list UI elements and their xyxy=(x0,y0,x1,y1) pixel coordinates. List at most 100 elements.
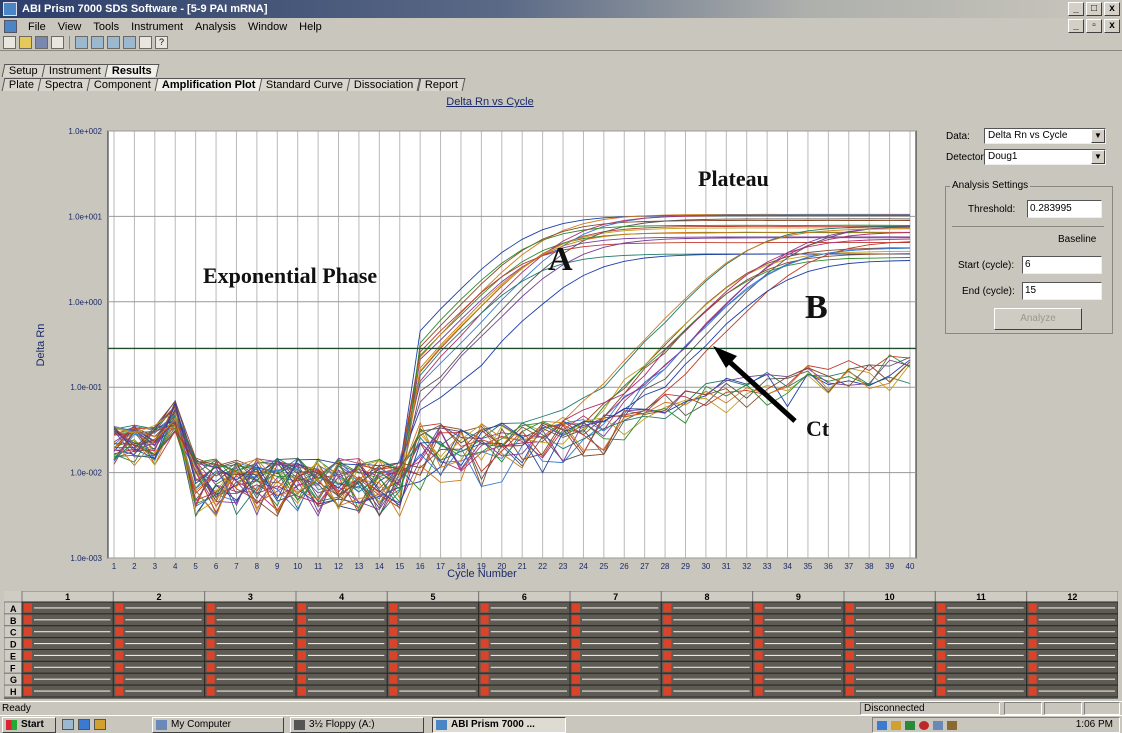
taskbar-my-computer[interactable]: My Computer xyxy=(152,717,284,733)
start-cycle-input[interactable]: 6 xyxy=(1022,256,1102,274)
well-marker xyxy=(115,662,124,672)
network-icon[interactable] xyxy=(877,721,887,730)
x-tick-label: 5 xyxy=(193,562,198,571)
new-icon[interactable] xyxy=(3,36,16,49)
tab-standard-curve[interactable]: Standard Curve xyxy=(258,78,351,91)
plot-title: Delta Rn vs Cycle xyxy=(446,96,534,108)
chart-icon[interactable] xyxy=(91,36,104,49)
well-marker xyxy=(937,662,946,672)
app-icon xyxy=(436,720,447,730)
taskbar-floppy[interactable]: 3½ Floppy (A:) xyxy=(290,717,424,733)
well-marker xyxy=(298,627,306,637)
taskbar: Start My Computer 3½ Floppy (A:) ABI Pri… xyxy=(0,715,1122,733)
window-controls: _ □ x xyxy=(1068,2,1120,16)
annotation-ct: Ct xyxy=(806,416,830,441)
browser-icon[interactable] xyxy=(78,719,90,730)
explorer-icon[interactable] xyxy=(94,719,106,730)
threshold-input[interactable]: 0.283995 xyxy=(1027,200,1102,218)
start-cycle-label: Start (cycle): xyxy=(958,260,1015,271)
amplification-plot[interactable]: 1.0e-003 1.0e-002 1.0e-001 1.0e+000 1.0e+001… xyxy=(0,108,935,583)
chevron-down-icon[interactable]: ▼ xyxy=(1091,129,1105,143)
table-icon[interactable] xyxy=(107,36,120,49)
show-desktop-icon[interactable] xyxy=(62,719,74,730)
tab-dissociation[interactable]: Dissociation xyxy=(347,78,422,91)
tab-spectra[interactable]: Spectra xyxy=(37,78,91,91)
well-marker xyxy=(937,686,946,696)
well-marker xyxy=(389,651,398,660)
tab-component[interactable]: Component xyxy=(86,78,159,91)
taskbar-abi-prism[interactable]: ABI Prism 7000 ... xyxy=(432,717,566,733)
detector-select-value: Doug1 xyxy=(988,151,1018,162)
tab-report[interactable]: Report xyxy=(417,78,466,91)
play-icon[interactable] xyxy=(123,36,136,49)
detector-select[interactable]: Doug1 ▼ xyxy=(984,149,1106,165)
x-tick-label: 30 xyxy=(701,562,710,571)
sync-icon[interactable] xyxy=(933,721,943,730)
maximize-button[interactable]: □ xyxy=(1086,2,1102,16)
save-icon[interactable] xyxy=(35,36,48,49)
well-marker xyxy=(480,662,489,672)
plot-area xyxy=(107,130,917,559)
menu-instrument[interactable]: Instrument xyxy=(131,20,184,33)
status-connection: Disconnected xyxy=(860,702,1000,715)
stop-icon[interactable] xyxy=(139,36,152,49)
app-icon[interactable] xyxy=(3,2,17,16)
x-tick-label: 27 xyxy=(640,562,649,571)
doc-close-button[interactable]: x xyxy=(1104,19,1120,33)
well-marker xyxy=(846,651,854,660)
menu-view[interactable]: View xyxy=(57,20,82,33)
menu-file[interactable]: File xyxy=(28,20,46,33)
data-select[interactable]: Delta Rn vs Cycle ▼ xyxy=(984,128,1106,144)
well-marker xyxy=(298,615,306,625)
annotation-b: B xyxy=(805,289,828,326)
antivirus-icon[interactable] xyxy=(919,721,929,730)
x-tick-label: 38 xyxy=(865,562,874,571)
well-marker xyxy=(206,615,215,625)
open-icon[interactable] xyxy=(19,36,32,49)
tab-amplification-plot[interactable]: Amplification Plot xyxy=(154,78,263,91)
well-marker xyxy=(1028,639,1037,648)
tab-results[interactable]: Results xyxy=(104,64,159,77)
x-tick-label: 34 xyxy=(783,562,792,571)
well-marker xyxy=(115,639,124,648)
close-button[interactable]: x xyxy=(1104,2,1120,16)
menu-analysis[interactable]: Analysis xyxy=(195,20,237,33)
tab-plate[interactable]: Plate xyxy=(1,78,42,91)
menu-tools[interactable]: Tools xyxy=(93,20,120,33)
plate-column-label: 3 xyxy=(248,592,253,602)
plate-row-label: H xyxy=(10,687,17,697)
well-marker xyxy=(24,639,32,648)
well-marker xyxy=(24,627,32,637)
document-icon[interactable] xyxy=(4,20,17,33)
plate-row-label: B xyxy=(10,616,17,626)
x-tick-label: 28 xyxy=(661,562,670,571)
device-icon[interactable] xyxy=(947,721,957,730)
well-marker xyxy=(480,651,489,660)
well-marker xyxy=(206,674,215,684)
well-marker xyxy=(1028,615,1037,625)
plate-column-label: 9 xyxy=(796,592,801,602)
well-marker xyxy=(389,686,398,696)
minimize-button[interactable]: _ xyxy=(1068,2,1084,16)
menu-window[interactable]: Window xyxy=(248,20,288,33)
amplification-curve-B xyxy=(113,238,911,504)
well-marker xyxy=(298,686,306,696)
tab-setup[interactable]: Setup xyxy=(1,64,46,77)
end-cycle-input[interactable]: 15 xyxy=(1022,282,1102,300)
monitor-icon[interactable] xyxy=(905,721,915,730)
start-button[interactable]: Start xyxy=(2,717,56,733)
well-marker xyxy=(298,662,306,672)
zoom-icon[interactable] xyxy=(75,36,88,49)
tab-instrument[interactable]: Instrument xyxy=(41,64,109,77)
print-icon[interactable] xyxy=(51,36,64,49)
chevron-down-icon[interactable]: ▼ xyxy=(1091,150,1105,164)
well-marker xyxy=(24,686,32,696)
doc-restore-button[interactable]: ▫ xyxy=(1086,19,1102,33)
menu-help[interactable]: Help xyxy=(299,20,322,33)
doc-minimize-button[interactable]: _ xyxy=(1068,19,1084,33)
well-marker xyxy=(754,627,763,637)
analyze-button[interactable]: Analyze xyxy=(994,308,1082,330)
help-icon[interactable]: ? xyxy=(155,36,168,49)
speaker-icon[interactable] xyxy=(891,721,901,730)
